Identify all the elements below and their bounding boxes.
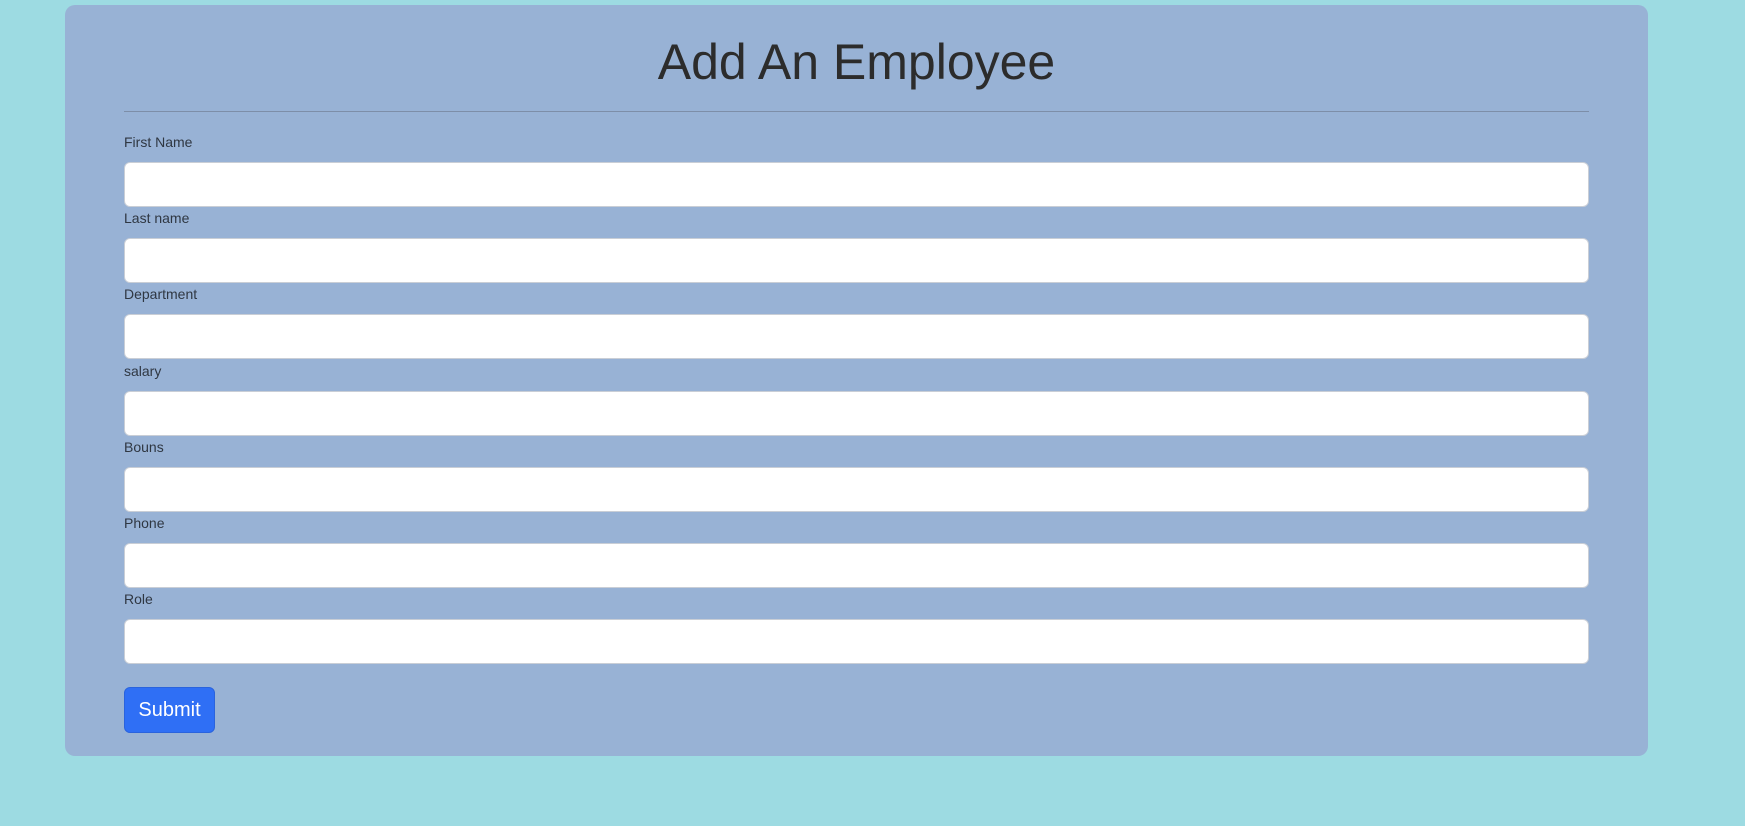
department-label: Department <box>124 286 198 302</box>
salary-label: salary <box>124 363 162 379</box>
phone-input[interactable] <box>124 543 1589 588</box>
first-name-label: First Name <box>124 134 193 150</box>
employee-form-card: Add An Employee First Name Last name Dep… <box>65 5 1648 756</box>
page-title: Add An Employee <box>657 34 1056 90</box>
role-label: Role <box>124 591 153 607</box>
first-name-input[interactable] <box>124 162 1589 207</box>
submit-button[interactable]: Submit <box>124 687 215 733</box>
department-input[interactable] <box>124 314 1589 359</box>
last-name-input[interactable] <box>124 238 1589 283</box>
bonus-label: Bouns <box>124 439 164 455</box>
title-divider <box>124 111 1589 112</box>
phone-label: Phone <box>124 515 165 531</box>
role-input[interactable] <box>124 619 1589 664</box>
last-name-label: Last name <box>124 210 190 226</box>
bonus-input[interactable] <box>124 467 1589 512</box>
salary-input[interactable] <box>124 391 1589 436</box>
